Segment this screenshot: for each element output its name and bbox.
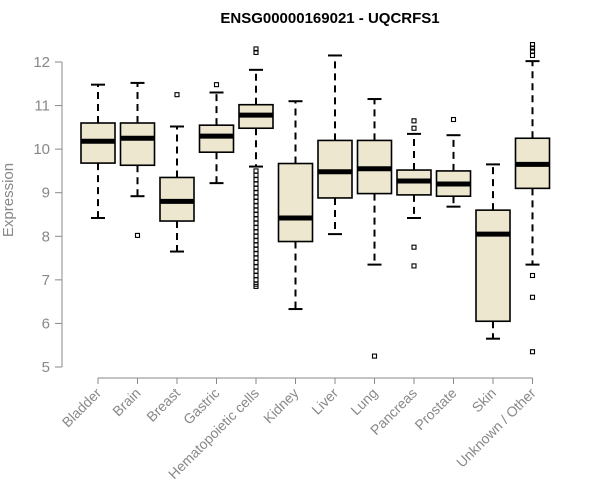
x-tick-label: Liver	[308, 385, 341, 418]
outlier-point	[253, 177, 259, 183]
outlier-point	[529, 349, 536, 355]
outlier-point	[253, 181, 259, 187]
x-tick-label: Kidney	[260, 385, 302, 427]
outlier-point	[253, 198, 259, 204]
outlier-point	[253, 251, 259, 257]
outlier-point	[253, 190, 259, 196]
box-skin	[475, 163, 511, 340]
y-tick-label: 11	[34, 98, 50, 115]
outlier-point	[253, 238, 259, 244]
outlier-point	[253, 207, 259, 213]
outlier-point	[253, 216, 259, 222]
x-tick-label: Skin	[469, 385, 500, 416]
x-tick-label: Prostate	[411, 385, 459, 433]
outlier-point	[371, 353, 378, 359]
y-tick-label: 12	[33, 54, 50, 71]
outlier-point	[411, 118, 417, 124]
outlier-point	[253, 246, 259, 252]
outlier-point	[253, 220, 259, 226]
y-tick-label: 10	[33, 141, 50, 158]
x-tick-label: Bladder	[59, 385, 105, 431]
outlier-point	[253, 229, 259, 235]
iqr-box	[277, 162, 314, 243]
box-kidney	[277, 100, 314, 311]
box-hematopoietic-cells	[238, 46, 274, 289]
outlier-point	[253, 255, 259, 261]
outlier-point	[253, 172, 259, 178]
y-tick-label: 7	[42, 272, 50, 289]
outlier-point	[253, 242, 259, 248]
outlier-point	[529, 42, 536, 48]
iqr-box	[475, 209, 511, 323]
outlier-point	[253, 211, 259, 218]
y-tick-label: 8	[42, 228, 50, 245]
outlier-point	[253, 185, 259, 191]
box-lung	[356, 98, 393, 359]
iqr-box	[198, 124, 235, 153]
outlier-point	[253, 283, 259, 289]
box-liver	[317, 54, 353, 236]
chart-title: ENSG00000169021 - UQCRFS1	[220, 10, 439, 27]
y-tick-label: 9	[42, 185, 50, 202]
box-pancreas	[396, 118, 432, 269]
outlier-point	[253, 233, 259, 239]
outlier-point	[411, 263, 417, 269]
box-gastric	[198, 82, 235, 185]
outlier-point	[253, 203, 259, 209]
outlier-point	[411, 244, 417, 250]
outlier-point	[253, 225, 259, 231]
outlier-point	[253, 46, 259, 52]
outlier-point	[529, 48, 536, 54]
box-bladder	[80, 83, 116, 219]
outlier-point	[411, 125, 417, 131]
outlier-point	[450, 116, 457, 123]
outlier-point	[253, 268, 259, 274]
x-tick-label: Lung	[347, 385, 380, 418]
outlier-point	[253, 168, 259, 174]
outlier-point	[529, 294, 536, 300]
outlier-point	[253, 194, 259, 200]
box-brain	[119, 81, 156, 238]
box-breast	[159, 92, 195, 253]
x-tick-label: Brain	[109, 385, 143, 419]
y-axis-label: Expression	[0, 163, 17, 237]
iqr-box	[119, 122, 156, 167]
y-tick-label: 6	[42, 315, 50, 332]
box-prostate	[435, 116, 472, 208]
outlier-point	[529, 52, 536, 59]
outlier-point	[253, 272, 259, 279]
outlier-point	[253, 277, 259, 283]
box-unknown-other	[514, 42, 551, 355]
boxes	[80, 42, 551, 359]
outlier-point	[134, 232, 141, 238]
outlier-point	[529, 272, 536, 279]
y-tick-label: 5	[42, 359, 50, 376]
outlier-point	[253, 259, 259, 265]
outlier-point	[174, 92, 180, 98]
x-tick-label: Breast	[143, 385, 183, 425]
outlier-point	[213, 82, 220, 88]
outlier-point	[253, 264, 259, 270]
iqr-box	[317, 139, 353, 199]
